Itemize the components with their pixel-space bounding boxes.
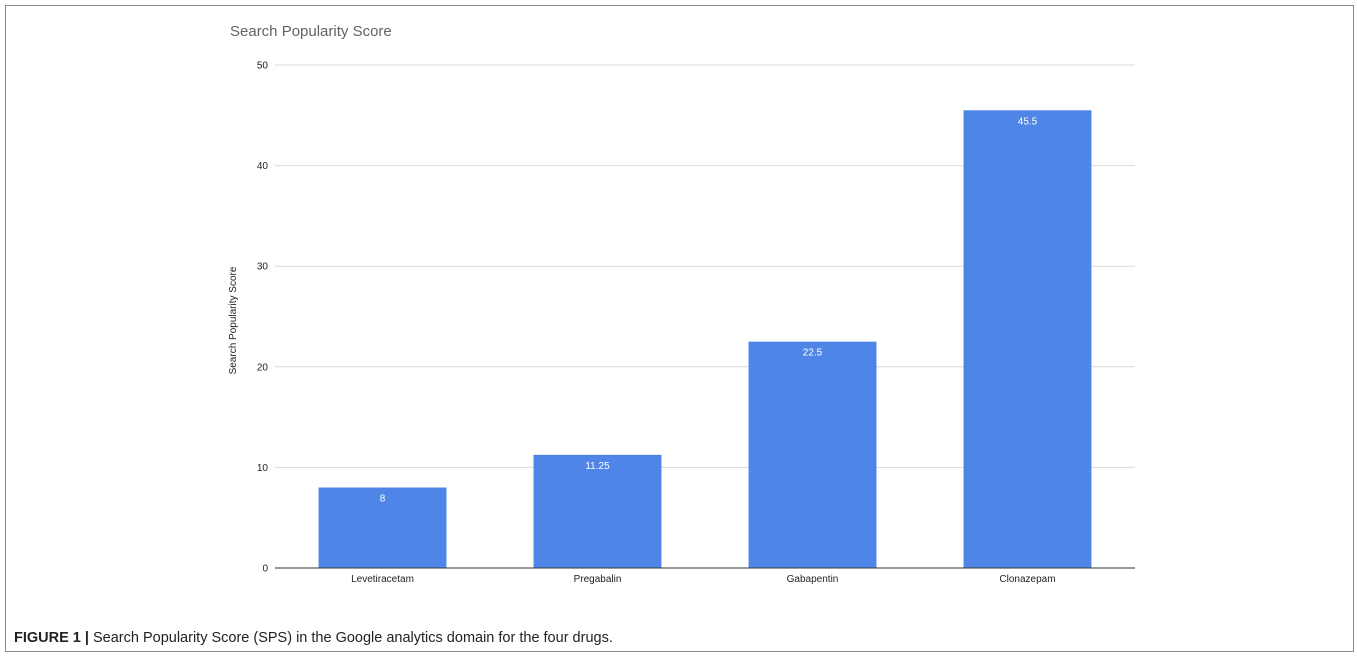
figure-label: FIGURE 1 | (14, 630, 89, 646)
bar (533, 454, 662, 568)
y-tick-label: 40 (257, 161, 269, 172)
caption-text: Search Popularity Score (SPS) in the Goo… (88, 630, 613, 646)
bars (318, 110, 1092, 569)
y-tick-label: 30 (257, 262, 269, 273)
y-axis-label: Search Popularity Score (228, 266, 239, 374)
x-tick-label: Clonazepam (999, 574, 1055, 585)
data-label: 11.25 (585, 461, 610, 472)
y-tick-label: 50 (257, 61, 269, 72)
x-tick-labels: Levetiracetam Pregabalin Gabapentin Clonaze… (351, 574, 1055, 585)
y-tick-labels: 0 10 20 30 40 50 (257, 61, 269, 575)
bar (963, 110, 1092, 569)
data-label: 45.5 (1018, 116, 1038, 127)
bar (318, 487, 447, 568)
x-tick-label: Gabapentin (787, 574, 839, 585)
x-tick-label: Levetiracetam (351, 574, 414, 585)
y-tick-label: 0 (262, 564, 268, 575)
figure-frame (5, 5, 1354, 652)
data-label: 8 (380, 494, 386, 505)
data-label: 22.5 (803, 348, 823, 359)
figure-caption: FIGURE 1 | Search Popularity Score (SPS)… (14, 630, 613, 646)
bar (748, 341, 877, 568)
y-tick-label: 10 (257, 463, 269, 474)
bar-chart: Search Popularity Score Search Popularit… (228, 23, 1135, 585)
data-labels: 8 11.25 22.5 45.5 (380, 116, 1038, 504)
chart-title: Search Popularity Score (230, 23, 392, 40)
y-tick-label: 20 (257, 362, 269, 373)
x-tick-label: Pregabalin (574, 574, 622, 585)
